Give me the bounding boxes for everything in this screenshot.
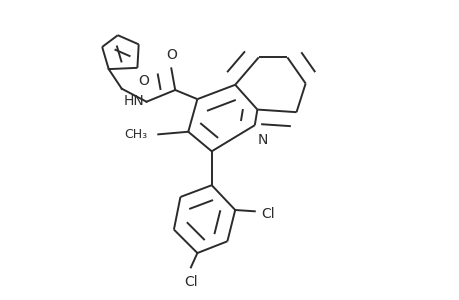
- Text: Cl: Cl: [261, 207, 274, 221]
- Text: O: O: [166, 48, 176, 62]
- Text: HN: HN: [123, 94, 144, 108]
- Text: CH₃: CH₃: [124, 128, 147, 141]
- Text: O: O: [139, 74, 149, 88]
- Text: Cl: Cl: [184, 275, 197, 289]
- Text: N: N: [257, 133, 268, 146]
